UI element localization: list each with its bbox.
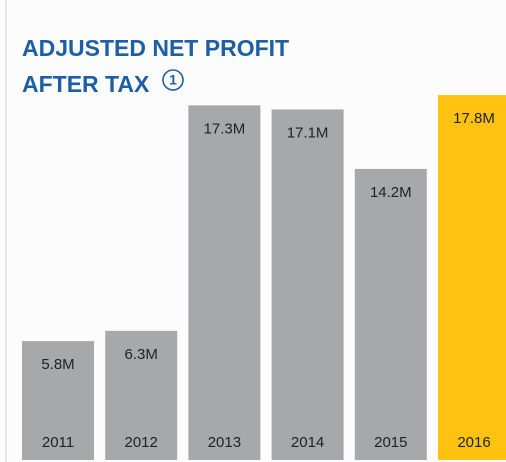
x-tick-label: 2012 (125, 434, 158, 451)
bar (188, 105, 261, 460)
bar (22, 341, 94, 460)
x-tick-label: 2016 (457, 434, 490, 451)
value-label: 17.1M (287, 124, 329, 141)
value-label: 17.3M (204, 120, 246, 137)
value-label: 17.8M (453, 110, 495, 127)
footnote-marker: 1 (169, 72, 177, 88)
value-label: 14.2M (370, 184, 412, 201)
bar (438, 95, 506, 460)
x-tick-label: 2011 (42, 434, 74, 451)
value-label: 6.3M (125, 346, 158, 363)
bar (354, 168, 427, 460)
footnote-circle (162, 69, 184, 91)
bar (105, 330, 178, 460)
bar (271, 109, 344, 460)
chart-title: ADJUSTED NET PROFIT (22, 35, 289, 61)
chart-title: AFTER TAX (22, 71, 150, 97)
x-tick-label: 2013 (208, 434, 241, 451)
value-label: 5.8M (41, 356, 74, 373)
x-tick-label: 2015 (374, 434, 407, 451)
x-tick-label: 2014 (291, 434, 324, 451)
